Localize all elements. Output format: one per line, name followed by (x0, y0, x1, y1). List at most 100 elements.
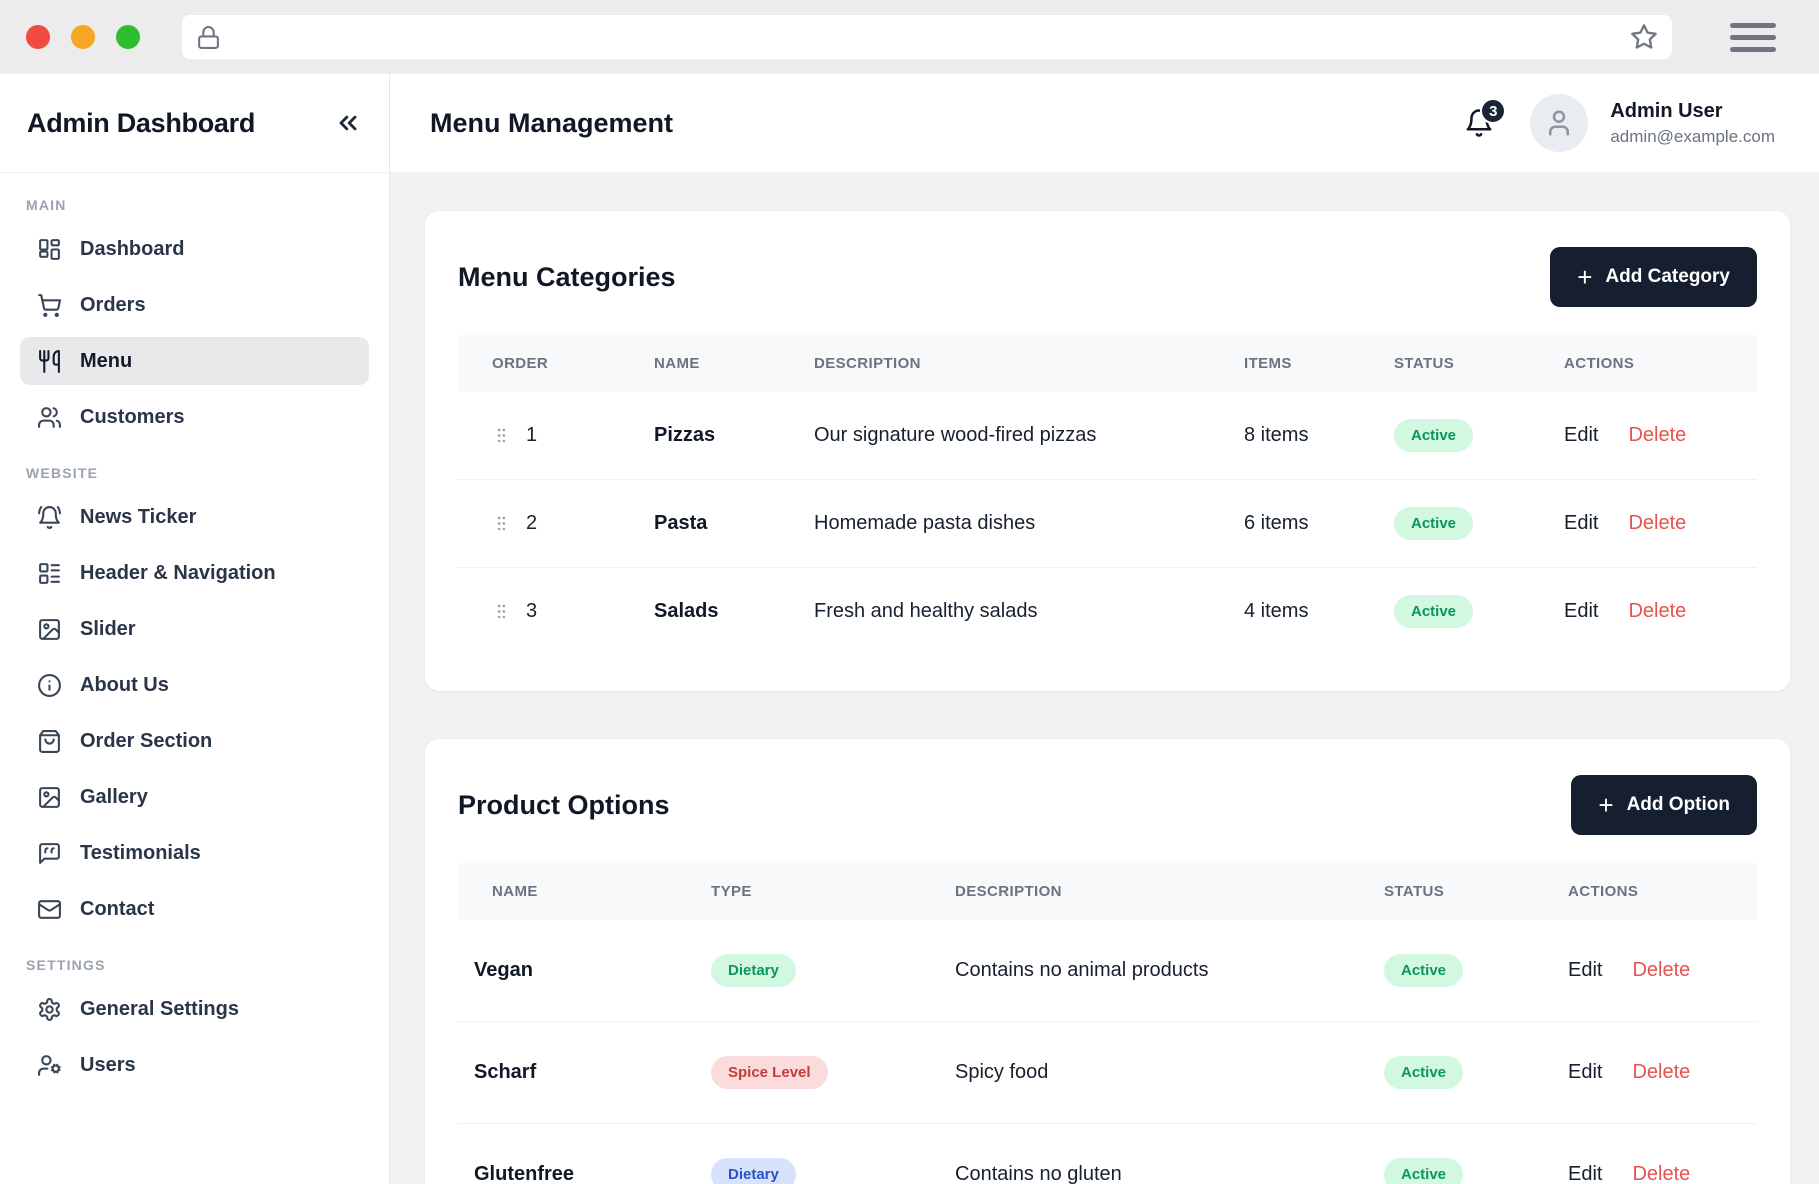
drag-handle-icon[interactable] (492, 426, 511, 445)
sidebar-item-menu[interactable]: Menu (20, 337, 369, 385)
notification-count-badge: 3 (1480, 98, 1507, 124)
edit-link[interactable]: Edit (1564, 424, 1599, 446)
sidebar-item-label: Slider (80, 617, 136, 640)
sidebar-item-news-ticker[interactable]: News Ticker (20, 493, 369, 541)
delete-link[interactable]: Delete (1628, 600, 1687, 622)
table-row: Vegan Dietary Contains no animal product… (458, 920, 1757, 1022)
add-category-button[interactable]: + Add Category (1550, 247, 1757, 307)
column-header-name: NAME (638, 335, 798, 392)
sidebar-item-label: Order Section (80, 729, 213, 752)
table-row: 2 Pasta Homemade pasta dishes 6 items Ac… (458, 479, 1757, 568)
user-gear-icon (37, 1053, 62, 1078)
quote-bubble-icon (37, 841, 62, 866)
sidebar-item-order-section[interactable]: Order Section (20, 717, 369, 765)
delete-link[interactable]: Delete (1628, 424, 1687, 446)
option-description: Spicy food (939, 1021, 1368, 1124)
sidebar-item-orders[interactable]: Orders (20, 281, 369, 329)
category-items-count: 6 items (1228, 479, 1378, 568)
status-badge: Active (1394, 595, 1474, 628)
table-row: 1 Pizzas Our signature wood-fired pizzas… (458, 392, 1757, 480)
collapse-sidebar-icon[interactable] (334, 109, 362, 137)
edit-link[interactable]: Edit (1568, 959, 1603, 981)
plus-icon: + (1577, 262, 1593, 292)
edit-link[interactable]: Edit (1568, 1061, 1603, 1083)
column-header-description: DESCRIPTION (798, 335, 1228, 392)
sidebar-item-about-us[interactable]: About Us (20, 661, 369, 709)
delete-link[interactable]: Delete (1632, 959, 1691, 981)
main-content: Menu Categories + Add Category ORDER NAM… (390, 173, 1819, 1184)
lock-icon (196, 25, 221, 50)
image-icon (37, 617, 62, 642)
browser-menu-icon[interactable] (1730, 22, 1776, 52)
sidebar-item-contact[interactable]: Contact (20, 885, 369, 933)
sidebar-item-testimonials[interactable]: Testimonials (20, 829, 369, 877)
order-number: 3 (526, 600, 538, 622)
avatar[interactable] (1530, 94, 1589, 152)
option-name: Vegan (474, 959, 533, 981)
app-title: Admin Dashboard (27, 107, 256, 138)
category-name: Pasta (638, 479, 798, 568)
drag-handle-icon[interactable] (492, 602, 511, 621)
sidebar-item-label: Customers (80, 405, 185, 428)
status-badge: Active (1394, 419, 1474, 452)
column-header-actions: ACTIONS (1552, 863, 1757, 920)
bookmark-star-icon[interactable] (1630, 23, 1658, 51)
edit-link[interactable]: Edit (1564, 600, 1599, 622)
section-label-settings: SETTINGS (26, 957, 106, 973)
menu-categories-card: Menu Categories + Add Category ORDER NAM… (425, 211, 1790, 691)
column-header-name: NAME (458, 863, 695, 920)
bell-ring-icon (37, 505, 62, 530)
category-description: Fresh and healthy salads (798, 567, 1228, 655)
delete-link[interactable]: Delete (1632, 1061, 1691, 1083)
sidebar-item-label: Menu (80, 349, 133, 372)
sidebar-item-slider[interactable]: Slider (20, 605, 369, 653)
category-description: Homemade pasta dishes (798, 479, 1228, 568)
type-badge: Spice Level (711, 1056, 828, 1089)
menu-categories-table: ORDER NAME DESCRIPTION ITEMS STATUS ACTI… (458, 335, 1757, 655)
status-badge: Active (1384, 954, 1464, 987)
gear-icon (37, 997, 62, 1022)
sidebar-item-customers[interactable]: Customers (20, 393, 369, 441)
sidebar-item-label: Testimonials (80, 841, 201, 864)
table-row: 3 Salads Fresh and healthy salads 4 item… (458, 567, 1757, 655)
option-description: Contains no gluten (939, 1123, 1368, 1184)
people-icon (37, 405, 62, 430)
drag-handle-icon[interactable] (492, 514, 511, 533)
browser-chrome (0, 0, 1819, 74)
sidebar-item-dashboard[interactable]: Dashboard (20, 225, 369, 273)
edit-link[interactable]: Edit (1564, 512, 1599, 534)
sidebar-item-label: Contact (80, 897, 155, 920)
delete-link[interactable]: Delete (1628, 512, 1687, 534)
sidebar-item-header-navigation[interactable]: Header & Navigation (20, 549, 369, 597)
address-bar[interactable] (182, 15, 1672, 59)
close-window-button[interactable] (26, 25, 50, 49)
mail-icon (37, 897, 62, 922)
type-badge: Dietary (711, 1158, 796, 1184)
utensils-icon (37, 349, 62, 374)
option-name: Glutenfree (458, 1123, 695, 1184)
column-header-status: STATUS (1368, 863, 1552, 920)
sidebar-item-label: Dashboard (80, 237, 185, 260)
category-name: Pizzas (654, 424, 716, 446)
column-header-type: TYPE (695, 863, 939, 920)
layout-list-icon (37, 561, 62, 586)
sidebar-item-label: Users (80, 1053, 136, 1076)
sidebar-item-label: Gallery (80, 785, 148, 808)
column-header-items: ITEMS (1228, 335, 1378, 392)
minimize-window-button[interactable] (71, 25, 95, 49)
maximize-window-button[interactable] (116, 25, 140, 49)
sidebar-item-label: About Us (80, 673, 169, 696)
category-items-count: 8 items (1244, 424, 1309, 446)
table-row: Glutenfree Dietary Contains no gluten Ac… (458, 1123, 1757, 1184)
url-input[interactable] (231, 15, 1620, 59)
add-option-button[interactable]: + Add Option (1571, 775, 1757, 835)
edit-link[interactable]: Edit (1568, 1163, 1603, 1184)
option-name: Scharf (458, 1021, 695, 1124)
plus-icon: + (1598, 790, 1614, 820)
column-header-description: DESCRIPTION (939, 863, 1368, 920)
sidebar-item-users[interactable]: Users (20, 1041, 369, 1089)
delete-link[interactable]: Delete (1632, 1163, 1691, 1184)
notifications-bell-icon[interactable]: 3 (1464, 98, 1507, 138)
sidebar-item-general-settings[interactable]: General Settings (20, 985, 369, 1033)
sidebar-item-gallery[interactable]: Gallery (20, 773, 369, 821)
